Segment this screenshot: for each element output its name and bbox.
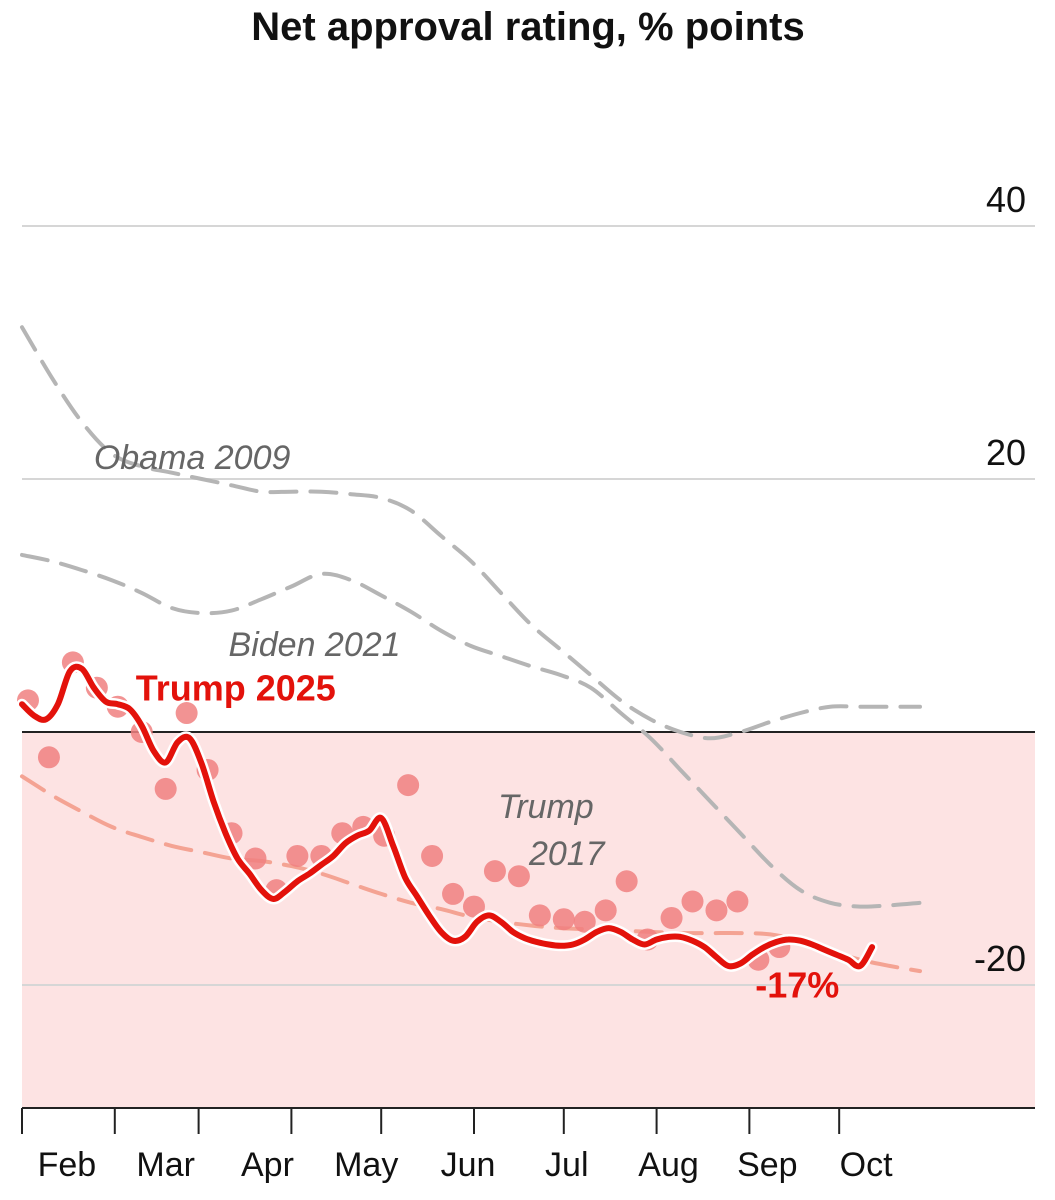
poll-dot [573,910,596,933]
y-tick-label--20: -20 [974,938,1026,979]
poll-dot [726,890,749,913]
poll-dot [442,882,465,905]
poll-dot [528,904,551,927]
x-tick-label-jun: Jun [441,1146,496,1184]
x-tick-label-may: May [334,1146,398,1184]
y-tick-label-20: 20 [986,432,1026,473]
y-tick-labels: 40 20 -20 [974,179,1026,979]
poll-dot [421,844,444,867]
label-trump-2017-line1: Trump [498,788,594,826]
poll-dot [660,906,683,929]
poll-dot [462,895,485,918]
poll-dot [594,899,617,922]
poll-dot [175,702,198,725]
poll-dot [154,777,177,800]
x-tick-label-oct: Oct [840,1146,893,1184]
x-tick-label-aug: Aug [638,1146,699,1184]
poll-dot [705,899,728,922]
poll-dot [286,844,309,867]
poll-dot [552,908,575,931]
x-tick-label-sep: Sep [737,1146,798,1184]
x-tick-label-feb: Feb [38,1146,97,1184]
poll-dot [37,746,60,769]
gridlines [22,225,1035,986]
label-biden-2021: Biden 2021 [229,626,401,664]
poll-dot [483,860,506,883]
poll-dot [507,865,530,888]
series-line-trump-2025 [19,663,876,970]
label-trump-2017-line2: 2017 [528,835,606,873]
trump-2025-series [16,661,878,972]
label-trump-2025: Trump 2025 [136,667,336,708]
poll-dot [244,847,267,870]
x-tick-label-jul: Jul [545,1146,588,1184]
series-line-obama-2009 [20,325,922,741]
series-line-trump-2017 [20,774,922,974]
negative-shading [22,732,1035,1108]
label-obama-2009: Obama 2009 [94,439,291,477]
poll-dot [681,890,704,913]
chart-title: Net approval rating, % points [251,5,804,49]
x-tick-label-apr: Apr [241,1146,294,1184]
poll-dot [615,870,638,893]
x-axis: Feb Mar Apr May Jun Jul Aug Sep Oct [21,1107,1035,1184]
series-line-biden-2021 [20,552,922,909]
x-tick-label-mar: Mar [136,1146,195,1184]
y-tick-label-40: 40 [986,179,1026,220]
comparison-series [20,325,922,974]
end-value-label: -17% [755,965,839,1006]
poll-dot [397,774,420,797]
